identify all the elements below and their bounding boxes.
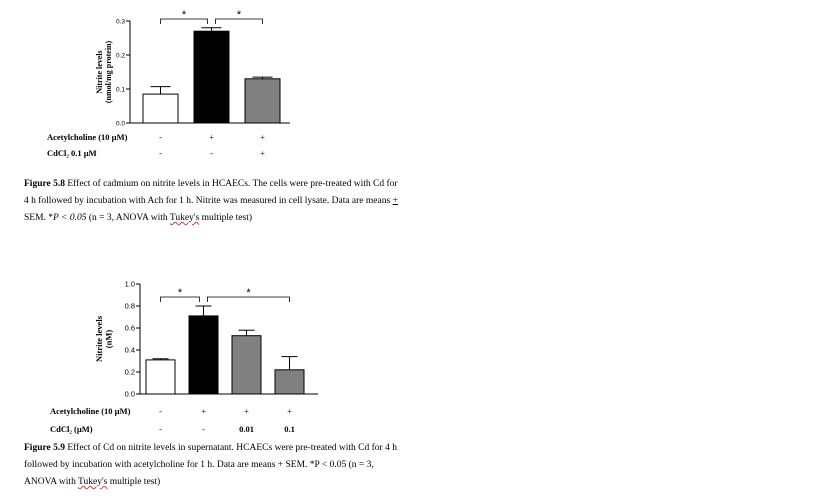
caption-text: Effect of Cd on nitrite levels in supern… [24, 443, 397, 487]
significance-star: * [182, 9, 187, 21]
y-axis-label: Nitrite levels (nmol/mg protein) [95, 41, 113, 104]
caption-text: multiple test) [199, 213, 253, 223]
condition-value: - [202, 424, 205, 434]
condition-value: - [159, 406, 162, 416]
bar [244, 78, 281, 124]
condition-value: + [201, 406, 206, 416]
figure-5-8-caption: Figure 5.8 Effect of cadmium on nitrite … [24, 176, 404, 227]
condition-value: - [159, 424, 162, 434]
caption-tukey: Tukey's [78, 477, 108, 487]
y-axis-label-line2: (nmol/mg protein) [104, 41, 113, 104]
condition-label: CdCl₂ 0.1 µM [47, 148, 97, 158]
significance-star: * [246, 287, 251, 299]
condition-value: 0.01 [239, 424, 254, 434]
condition-value: - [159, 148, 162, 158]
significance-bracket [160, 296, 200, 302]
condition-value: + [260, 132, 265, 142]
y-tick-label: 0.4 [125, 346, 135, 355]
y-axis-label-line1: Nitrite levels [94, 315, 104, 362]
y-tick-label: 0.2 [125, 368, 135, 377]
caption-pvalue: P < 0.05 [53, 213, 87, 223]
caption-text: Effect of cadmium on nitrite levels in H… [24, 179, 398, 206]
condition-value: + [244, 406, 249, 416]
y-tick-label: 0.2 [116, 53, 125, 60]
y-axis-label-line1: Nitrite levels [95, 50, 104, 93]
y-axis-label-line2: (nM) [104, 330, 114, 349]
caption-text: multiple test) [107, 477, 161, 487]
bar [231, 335, 262, 395]
y-tick-label: 0.3 [116, 19, 125, 26]
bar [193, 30, 230, 124]
condition-value: + [287, 406, 292, 416]
figure-5-8-chart: 0.0 0.1 0.2 0.3 Nitrite levels (nmol/mg prote… [47, 9, 290, 158]
figure-5-9-caption: Figure 5.9 Effect of Cd on nitrite level… [24, 440, 404, 491]
condition-value: - [159, 132, 162, 142]
bar [274, 369, 305, 395]
bar [145, 359, 176, 395]
caption-text: (n = 3, ANOVA with [86, 213, 170, 223]
significance-bracket [207, 296, 290, 302]
caption-text: SEM. * [24, 213, 54, 223]
y-tick-label: 1.0 [125, 280, 135, 289]
condition-value: 0.1 [284, 424, 295, 434]
figure-5-8-label: Figure 5.8 [24, 179, 65, 189]
condition-value: + [209, 132, 214, 142]
condition-label: CdCl₂ (µM) [50, 424, 93, 434]
bar [142, 93, 179, 124]
caption-pm: + [392, 196, 398, 206]
caption-tukey: Tukey's [169, 213, 200, 223]
significance-bracket [160, 18, 208, 24]
y-tick-label: 0.0 [116, 121, 125, 128]
condition-label: Acetylcholine (10 µM) [47, 132, 128, 142]
figure-5-9-chart: 0.0 0.2 0.4 0.6 0.8 1.0 Nitrite levels (nM) * * Ac… [50, 280, 318, 434]
condition-label: Acetylcholine (10 µM) [50, 406, 131, 416]
bar [188, 315, 219, 395]
y-tick-label: 0.0 [125, 390, 135, 399]
condition-value: + [260, 148, 265, 158]
y-tick-label: 0.6 [125, 324, 135, 333]
y-axis-label: Nitrite levels (nM) [94, 315, 114, 362]
figure-5-9-label: Figure 5.9 [24, 443, 65, 453]
y-tick-label: 0.1 [116, 87, 125, 94]
significance-star: * [237, 9, 242, 21]
significance-bracket [215, 18, 263, 24]
condition-value: - [210, 148, 213, 158]
y-tick-label: 0.8 [125, 302, 135, 311]
significance-star: * [178, 287, 183, 299]
